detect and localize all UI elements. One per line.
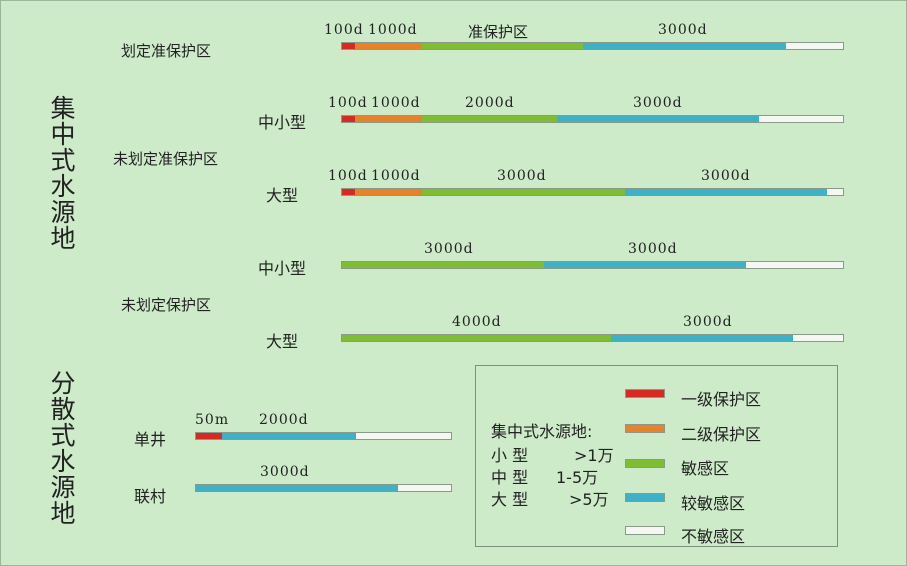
segment-level1: [196, 433, 222, 439]
segment-level1: [342, 189, 355, 195]
legend-swatch-sensitive: [625, 459, 665, 468]
row3-label: 100d: [328, 168, 368, 184]
row1-label: 1000d: [368, 22, 418, 38]
legend-scale-type: 中 型: [491, 468, 529, 487]
segment-less-sensitive: [583, 43, 786, 49]
type-small-medium: 中小型: [258, 259, 307, 278]
segment-level2: [355, 189, 422, 195]
group-label-dispersed: 分散式水源地: [50, 369, 76, 528]
row3-bar: [341, 188, 844, 196]
segment-less-sensitive: [196, 485, 398, 491]
segment-less-sensitive: [611, 335, 793, 341]
segment-not-sensitive: [786, 43, 843, 49]
type-single-well: 单井: [134, 430, 167, 449]
segment-less-sensitive: [625, 189, 827, 195]
subgroup-delimited: 划定准保护区: [121, 42, 212, 60]
row7-label: 3000d: [260, 464, 310, 480]
row6-bar: [195, 432, 452, 440]
row4-bar: [341, 261, 844, 269]
segment-sensitive: [422, 189, 625, 195]
row7-bar: [195, 484, 452, 492]
row2-label: 1000d: [371, 95, 421, 111]
segment-not-sensitive: [793, 335, 843, 341]
row5-bar: [341, 334, 844, 342]
segment-not-sensitive: [746, 262, 843, 268]
segment-not-sensitive: [398, 485, 451, 491]
legend-scale-type: 大 型: [491, 490, 529, 509]
legend-scale-range: 1-5万: [556, 468, 599, 487]
row4-label: 3000d: [424, 241, 474, 257]
segment-less-sensitive: [222, 433, 356, 439]
row3-label: 3000d: [701, 168, 751, 184]
segment-less-sensitive: [557, 116, 759, 122]
segment-sensitive: [342, 335, 611, 341]
subgroup-not-delimited: 未划定保护区: [121, 296, 212, 314]
segment-sensitive: [342, 262, 544, 268]
legend-scale-range: >1万: [574, 446, 614, 465]
legend-swatch-not-sensitive: [625, 526, 665, 535]
segment-sensitive: [422, 116, 557, 122]
legend-scale-range: >5万: [569, 490, 609, 509]
segment-level1: [342, 43, 355, 49]
row2-bar: [341, 115, 844, 123]
row1-label: 3000d: [658, 22, 708, 38]
type-village: 联村: [134, 487, 167, 506]
row3-label: 3000d: [497, 168, 547, 184]
row5-label: 3000d: [683, 314, 733, 330]
legend: 集中式水源地: 小 型 >1万 中 型 1-5万 大 型 >5万 一级保护区 二…: [475, 365, 838, 547]
type-large: 大型: [266, 332, 299, 351]
row3-label: 1000d: [371, 168, 421, 184]
segment-less-sensitive: [544, 262, 746, 268]
row2-label: 3000d: [633, 95, 683, 111]
segment-not-sensitive: [759, 116, 843, 122]
legend-item: 不敏感区: [681, 527, 746, 546]
row1-bar: [341, 42, 844, 50]
group-label-centralized: 集中式水源地: [50, 94, 76, 253]
legend-swatch-level1: [625, 389, 665, 398]
legend-item: 二级保护区: [681, 425, 762, 444]
type-small-medium: 中小型: [258, 113, 307, 132]
row1-label: 100d: [324, 22, 364, 38]
segment-level2: [355, 43, 422, 49]
row2-label: 2000d: [465, 95, 515, 111]
legend-item: 较敏感区: [681, 494, 746, 513]
legend-item: 一级保护区: [681, 390, 762, 409]
row5-label: 4000d: [452, 314, 502, 330]
row6-label: 2000d: [259, 412, 309, 428]
legend-scale-type: 小 型: [491, 446, 529, 465]
row1-label: 准保护区: [468, 23, 529, 41]
subgroup-not-delimited-quasi: 未划定准保护区: [113, 150, 219, 168]
segment-sensitive: [422, 43, 583, 49]
segment-not-sensitive: [827, 189, 843, 195]
row6-label: 50m: [195, 412, 230, 428]
segment-level2: [355, 116, 422, 122]
type-large: 大型: [266, 186, 299, 205]
legend-scale-title: 集中式水源地:: [491, 422, 593, 441]
segment-not-sensitive: [356, 433, 451, 439]
segment-level1: [342, 116, 355, 122]
legend-swatch-level2: [625, 424, 665, 433]
row2-label: 100d: [328, 95, 368, 111]
legend-swatch-less-sensitive: [625, 493, 665, 502]
legend-item: 敏感区: [681, 459, 730, 478]
row4-label: 3000d: [628, 241, 678, 257]
